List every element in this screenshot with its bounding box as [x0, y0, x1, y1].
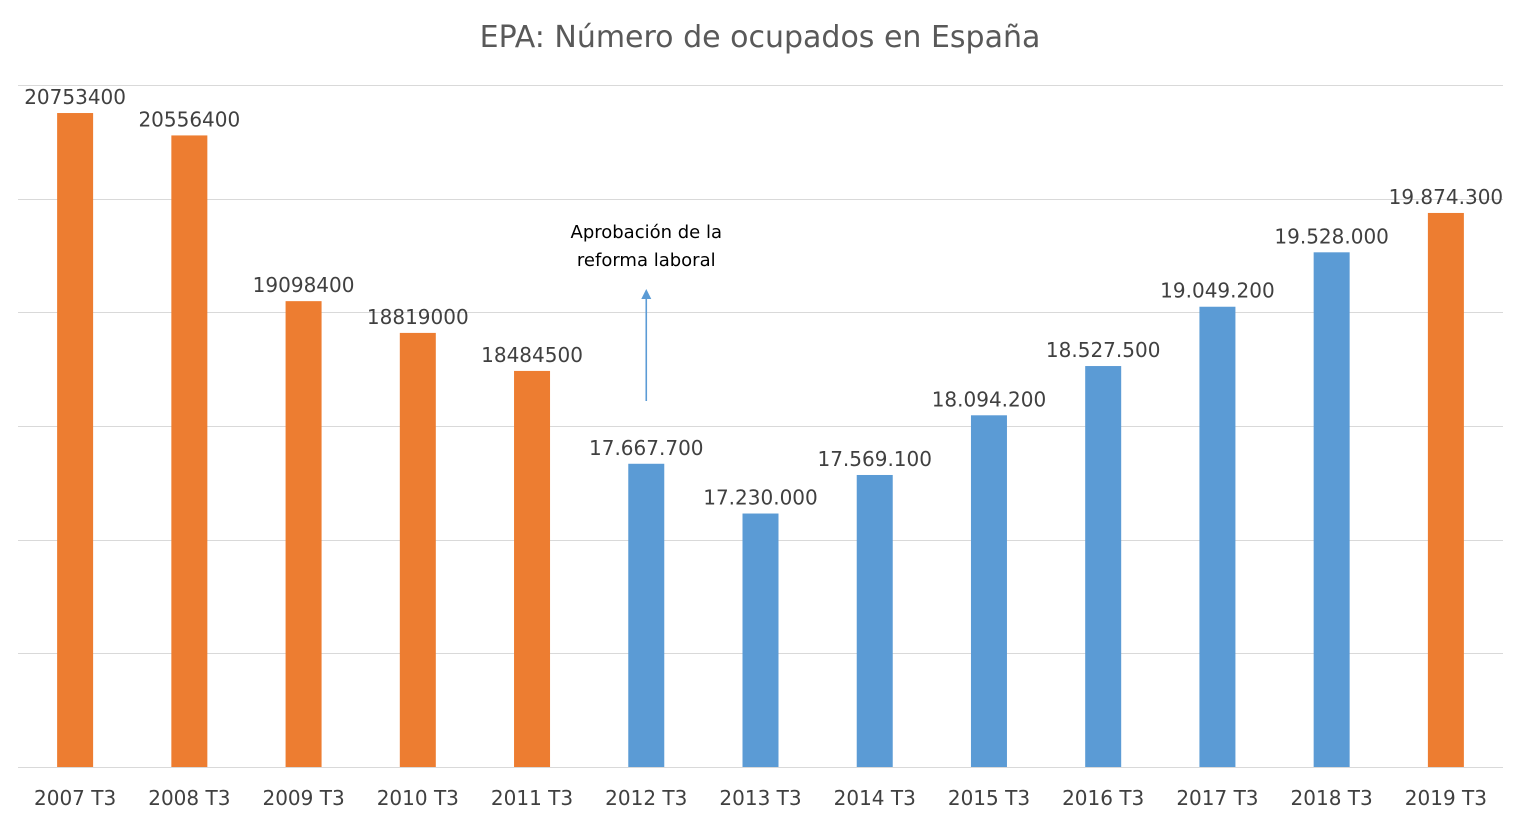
annotation-line-1: Aprobación de la	[571, 222, 723, 243]
data-label: 20556400	[138, 107, 240, 131]
bar	[1313, 252, 1350, 768]
bar	[399, 332, 436, 767]
data-label: 17.230.000	[703, 486, 818, 510]
x-tick-label: 2017 T3	[1176, 786, 1258, 810]
data-label: 19.874.300	[1389, 185, 1504, 209]
x-tick-label: 2008 T3	[148, 786, 230, 810]
bar	[514, 370, 551, 767]
x-tick-label: 2019 T3	[1405, 786, 1487, 810]
bar	[1427, 212, 1464, 767]
bar	[742, 513, 779, 767]
bar	[171, 135, 208, 767]
x-tick-label: 2011 T3	[491, 786, 573, 810]
x-tick-label: 2015 T3	[948, 786, 1030, 810]
x-tick-label: 2009 T3	[262, 786, 344, 810]
bar	[1085, 366, 1122, 767]
data-label: 19.528.000	[1274, 224, 1389, 248]
x-tick-label: 2014 T3	[834, 786, 916, 810]
data-label: 18.527.500	[1046, 338, 1161, 362]
bar	[57, 113, 94, 767]
chart-title: EPA: Número de ocupados en España	[480, 20, 1041, 55]
x-tick-label: 2016 T3	[1062, 786, 1144, 810]
x-axis-tick-labels: 2007 T3 2008 T3 2009 T3 2010 T3 2011 T3 2012 …	[34, 786, 1487, 810]
data-label: 19.049.200	[1160, 279, 1275, 303]
bar	[628, 463, 665, 767]
data-label: 18819000	[367, 305, 469, 329]
x-tick-label: 2007 T3	[34, 786, 116, 810]
data-label: 19098400	[253, 273, 355, 297]
x-tick-label: 2012 T3	[605, 786, 687, 810]
data-label: 20753400	[24, 85, 126, 109]
bars	[57, 113, 1464, 768]
x-tick-label: 2018 T3	[1291, 786, 1373, 810]
x-tick-label: 2013 T3	[719, 786, 801, 810]
bar	[856, 474, 893, 767]
data-label: 18484500	[481, 343, 583, 367]
data-label: 17.569.100	[817, 447, 932, 471]
data-label: 18.094.200	[932, 387, 1047, 411]
bar	[1199, 306, 1236, 767]
data-label: 17.667.700	[589, 436, 704, 460]
annotation-line-2: reforma laboral	[577, 250, 716, 271]
bar	[285, 301, 322, 767]
annotation: Aprobación de la reforma laboral	[571, 222, 723, 401]
annotation-arrow-head-icon	[641, 289, 652, 299]
data-labels: 20753400 20556400 19098400 18819000 18484500…	[24, 85, 1503, 509]
bar	[970, 415, 1007, 767]
x-tick-label: 2010 T3	[377, 786, 459, 810]
